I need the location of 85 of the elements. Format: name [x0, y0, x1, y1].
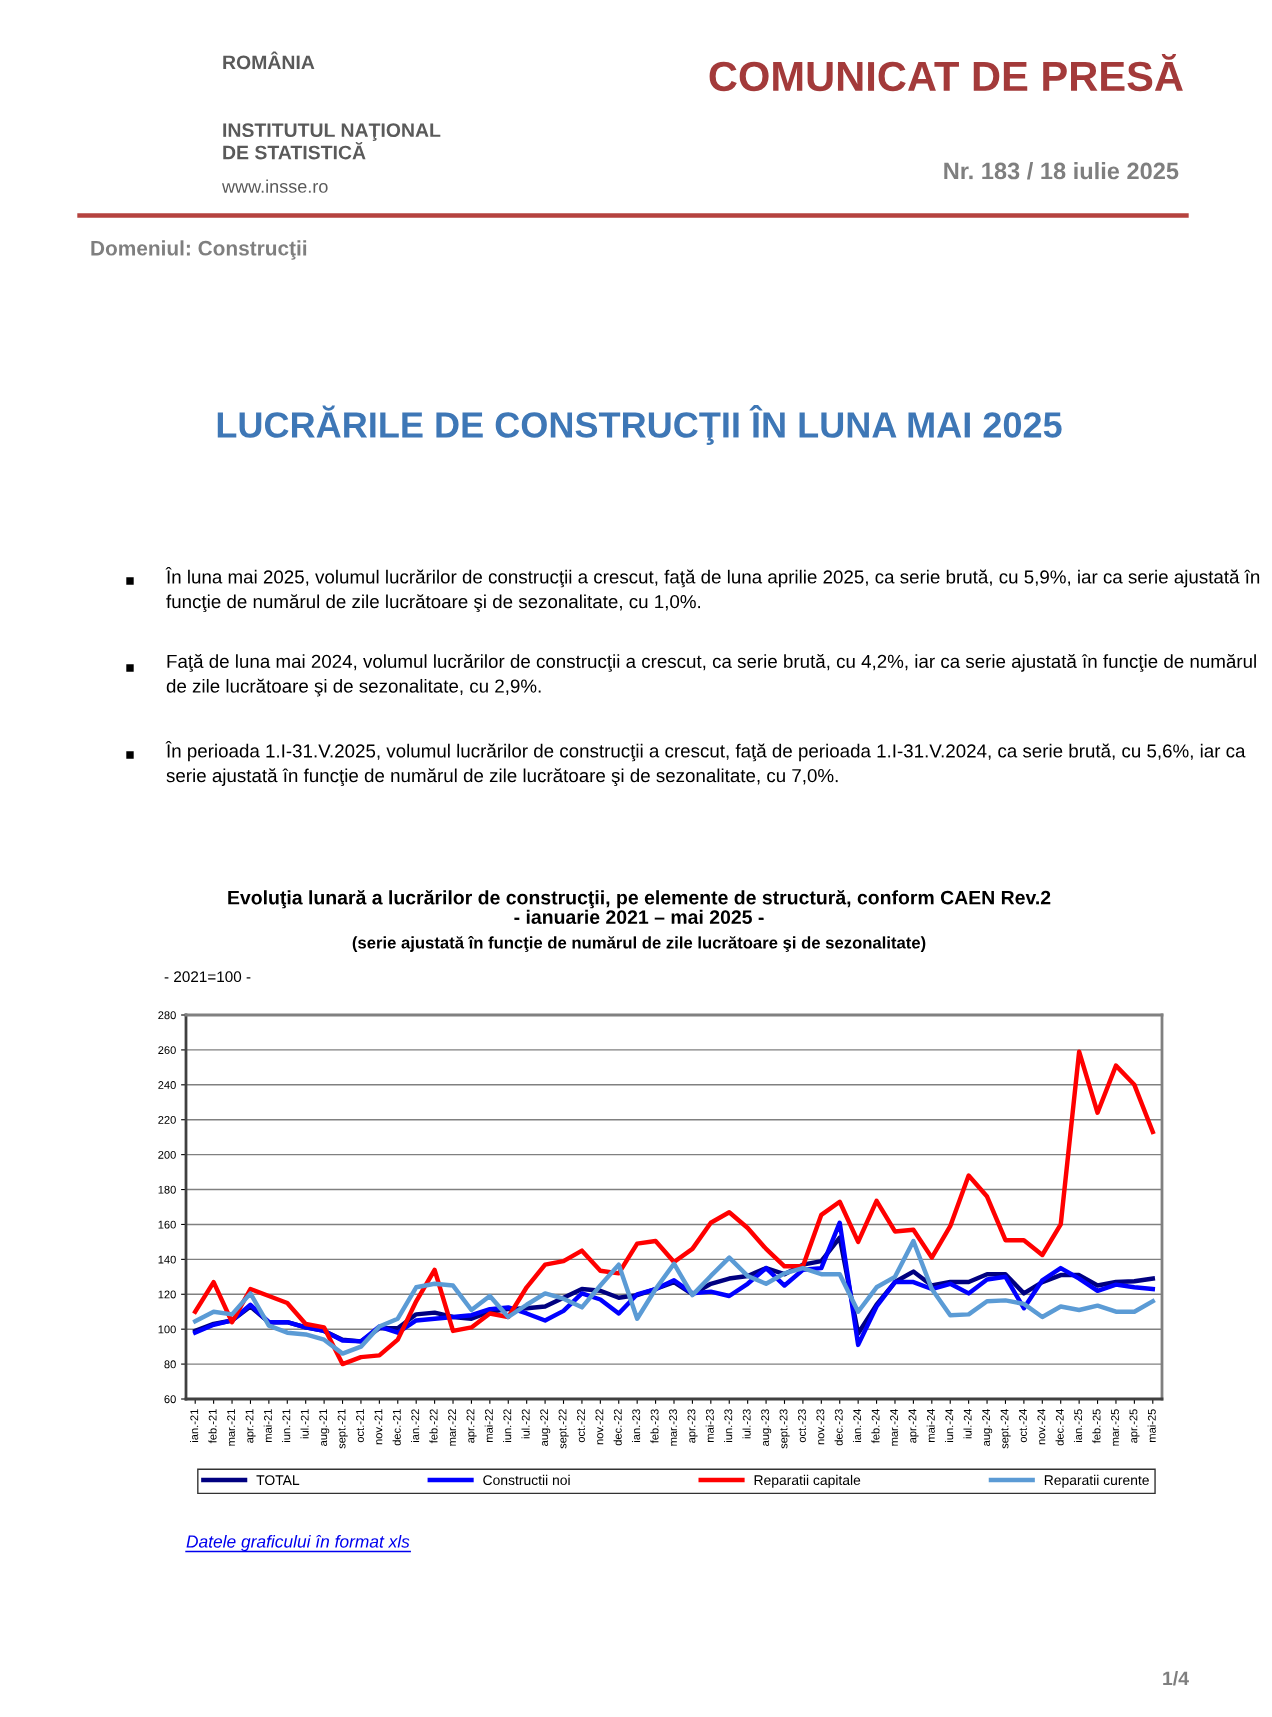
y-tick-label: 120 [158, 1290, 176, 1299]
x-tick-label: oct.-24 [1019, 1409, 1027, 1443]
x-tick-label: nov.-22 [595, 1409, 604, 1445]
x-tick-label: nov.-24 [1037, 1409, 1046, 1445]
y-tick-label: 240 [158, 1081, 176, 1089]
x-tick-label: sept.-23 [779, 1409, 790, 1449]
x-tick-label: mar.-22 [448, 1409, 456, 1446]
x-tick-label: sept.-22 [558, 1409, 569, 1449]
x-tick-label: mai-23 [705, 1409, 714, 1442]
x-tick-label: feb.-25 [1092, 1409, 1101, 1444]
y-tick-label: 180 [158, 1185, 176, 1194]
x-tick-label: mar.-23 [669, 1409, 677, 1446]
text: LUCRĂRILE DE CONSTRUCŢII ÎN LUNA MAI 2025 [217, 405, 1062, 445]
x-tick-label: iun.-21 [282, 1409, 291, 1442]
y-tick-label: 140 [158, 1255, 176, 1264]
y-tick-label: 160 [158, 1220, 176, 1229]
x-tick-label: feb.-21 [208, 1409, 217, 1444]
legend-label: Reparatii capitale [754, 1474, 861, 1488]
x-tick-label: iun.-24 [945, 1409, 954, 1442]
x-tick-label: mar.-24 [890, 1409, 898, 1446]
x-tick-label: sept.-24 [1000, 1409, 1011, 1449]
x-tick-label: apr.-21 [245, 1409, 256, 1443]
x-tick-label: apr.-25 [1129, 1409, 1140, 1443]
x-tick-label: aug.-21 [319, 1409, 330, 1446]
x-tick-label: mai-22 [484, 1409, 493, 1442]
x-tick-label: apr.-23 [687, 1409, 698, 1443]
text: Nr. 183 / 18 iulie 2025 [944, 162, 1179, 180]
x-tick-label: apr.-24 [908, 1409, 919, 1443]
text: ROMÂNIA [223, 51, 315, 70]
x-tick-label: mai-21 [263, 1409, 272, 1442]
x-tick-label: oct.-21 [356, 1409, 364, 1443]
text: Domeniul: Construcţii [91, 240, 307, 260]
x-tick-label: nov.-23 [816, 1409, 825, 1445]
x-tick-label: ian.-23 [631, 1409, 641, 1442]
x-tick-label: feb.-22 [429, 1409, 438, 1444]
text: Datele graficului în format xls [186, 1534, 410, 1552]
text: În luna mai 2025, volumul lucrărilor de construcţii a crescut, faţă de luna aprilie 2025, ca serie brută, cu 5,9%, iar ca serie ajustată în funcţie de numărul de zile lucrătoare şi de sezonalitate, cu 1,0%. [165, 567, 1260, 613]
x-tick-label: mar.-21 [227, 1409, 236, 1446]
x-tick-label: iul.-22 [521, 1409, 530, 1439]
chart-title: Evoluţia lunară a lucrărilor de construcţii, pe elemente de structură, conform CAEN Rev.2 - ianuarie 2021 – mai 2025 - [228, 890, 1051, 925]
x-tick-label: aug.-22 [540, 1409, 551, 1446]
x-tick-label: iul.-23 [742, 1409, 751, 1439]
x-tick-label: aug.-23 [761, 1409, 772, 1446]
x-tick-label: dec.-24 [1055, 1409, 1064, 1446]
x-tick-label: mar.-25 [1111, 1409, 1119, 1446]
line-series [192, 1049, 1156, 1367]
text: - 2021=100 - [164, 971, 251, 983]
y-tick-label: 220 [158, 1115, 176, 1124]
x-tick-label: ian.-25 [1073, 1409, 1083, 1442]
x-tick-label: nov.-21 [374, 1409, 383, 1445]
x-tick-label: oct.-23 [798, 1409, 806, 1443]
x-tick-label: dec.-21 [392, 1409, 401, 1446]
x-tick-label: oct.-22 [577, 1409, 585, 1443]
x-tick-label: mai-24 [926, 1409, 935, 1442]
legend-label: Constructii noi [483, 1474, 570, 1486]
text: COMUNICAT DE PRESĂ [709, 53, 1183, 92]
text: INSTITUTUL NAŢIONAL DE STATISTICĂ [223, 123, 441, 160]
x-tick-label: sept.-21 [337, 1409, 348, 1449]
text: Faţă de luna mai 2024, volumul lucrărilor de construcţii a crescut, ca serie brută, cu 4,2%, iar ca serie ajustată în funcţie de numărul de zile lucrătoare şi de sezonalitate, cu 2,9%. [166, 654, 1256, 697]
text: În perioada 1.I-31.V.2025, volumul lucrărilor de construcţii a crescut, faţă de perioada 1.I-31.V.2024, ca serie brută, cu 5,6%, iar ca serie ajustată în funcţie de numărul de zile lucrătoare şi de sezonalitate, cu 7,0%. [165, 741, 1246, 787]
x-tick-label: iun.-23 [724, 1409, 733, 1442]
x-tick-label: mai-25 [1147, 1409, 1156, 1442]
x-tick-label: dec.-23 [834, 1409, 843, 1446]
y-tick-label: 60 [164, 1395, 176, 1404]
x-tick-label: feb.-24 [871, 1409, 880, 1444]
y-tick-label: 280 [158, 1011, 176, 1020]
legend-label: TOTAL [256, 1475, 300, 1486]
y-tick-label: 80 [164, 1360, 176, 1369]
y-tick-label: 200 [158, 1150, 176, 1159]
x-tick-label: iun.-22 [503, 1409, 512, 1442]
text: www.insse.ro [221, 179, 328, 193]
x-tick-label: iul.-24 [963, 1409, 972, 1439]
chart-subtitle: (serie ajustată în funcţie de numărul de zile lucrătoare şi de sezonalitate) [352, 936, 926, 952]
y-tick-label: 260 [158, 1046, 176, 1055]
legend-label: Reparatii curente [1044, 1474, 1149, 1488]
x-tick-label: ian.-21 [190, 1409, 199, 1442]
x-tick-label: aug.-24 [982, 1409, 993, 1446]
x-tick-label: dec.-22 [613, 1409, 622, 1446]
x-tick-label: feb.-23 [650, 1409, 659, 1444]
x-tick-label: apr.-22 [466, 1409, 477, 1443]
text: 1/4 [1163, 1670, 1189, 1686]
x-tick-label: ian.-22 [411, 1409, 420, 1442]
x-tick-label: ian.-24 [852, 1409, 862, 1442]
y-tick-label: 100 [158, 1325, 176, 1334]
x-tick-label: iul.-21 [300, 1409, 309, 1439]
